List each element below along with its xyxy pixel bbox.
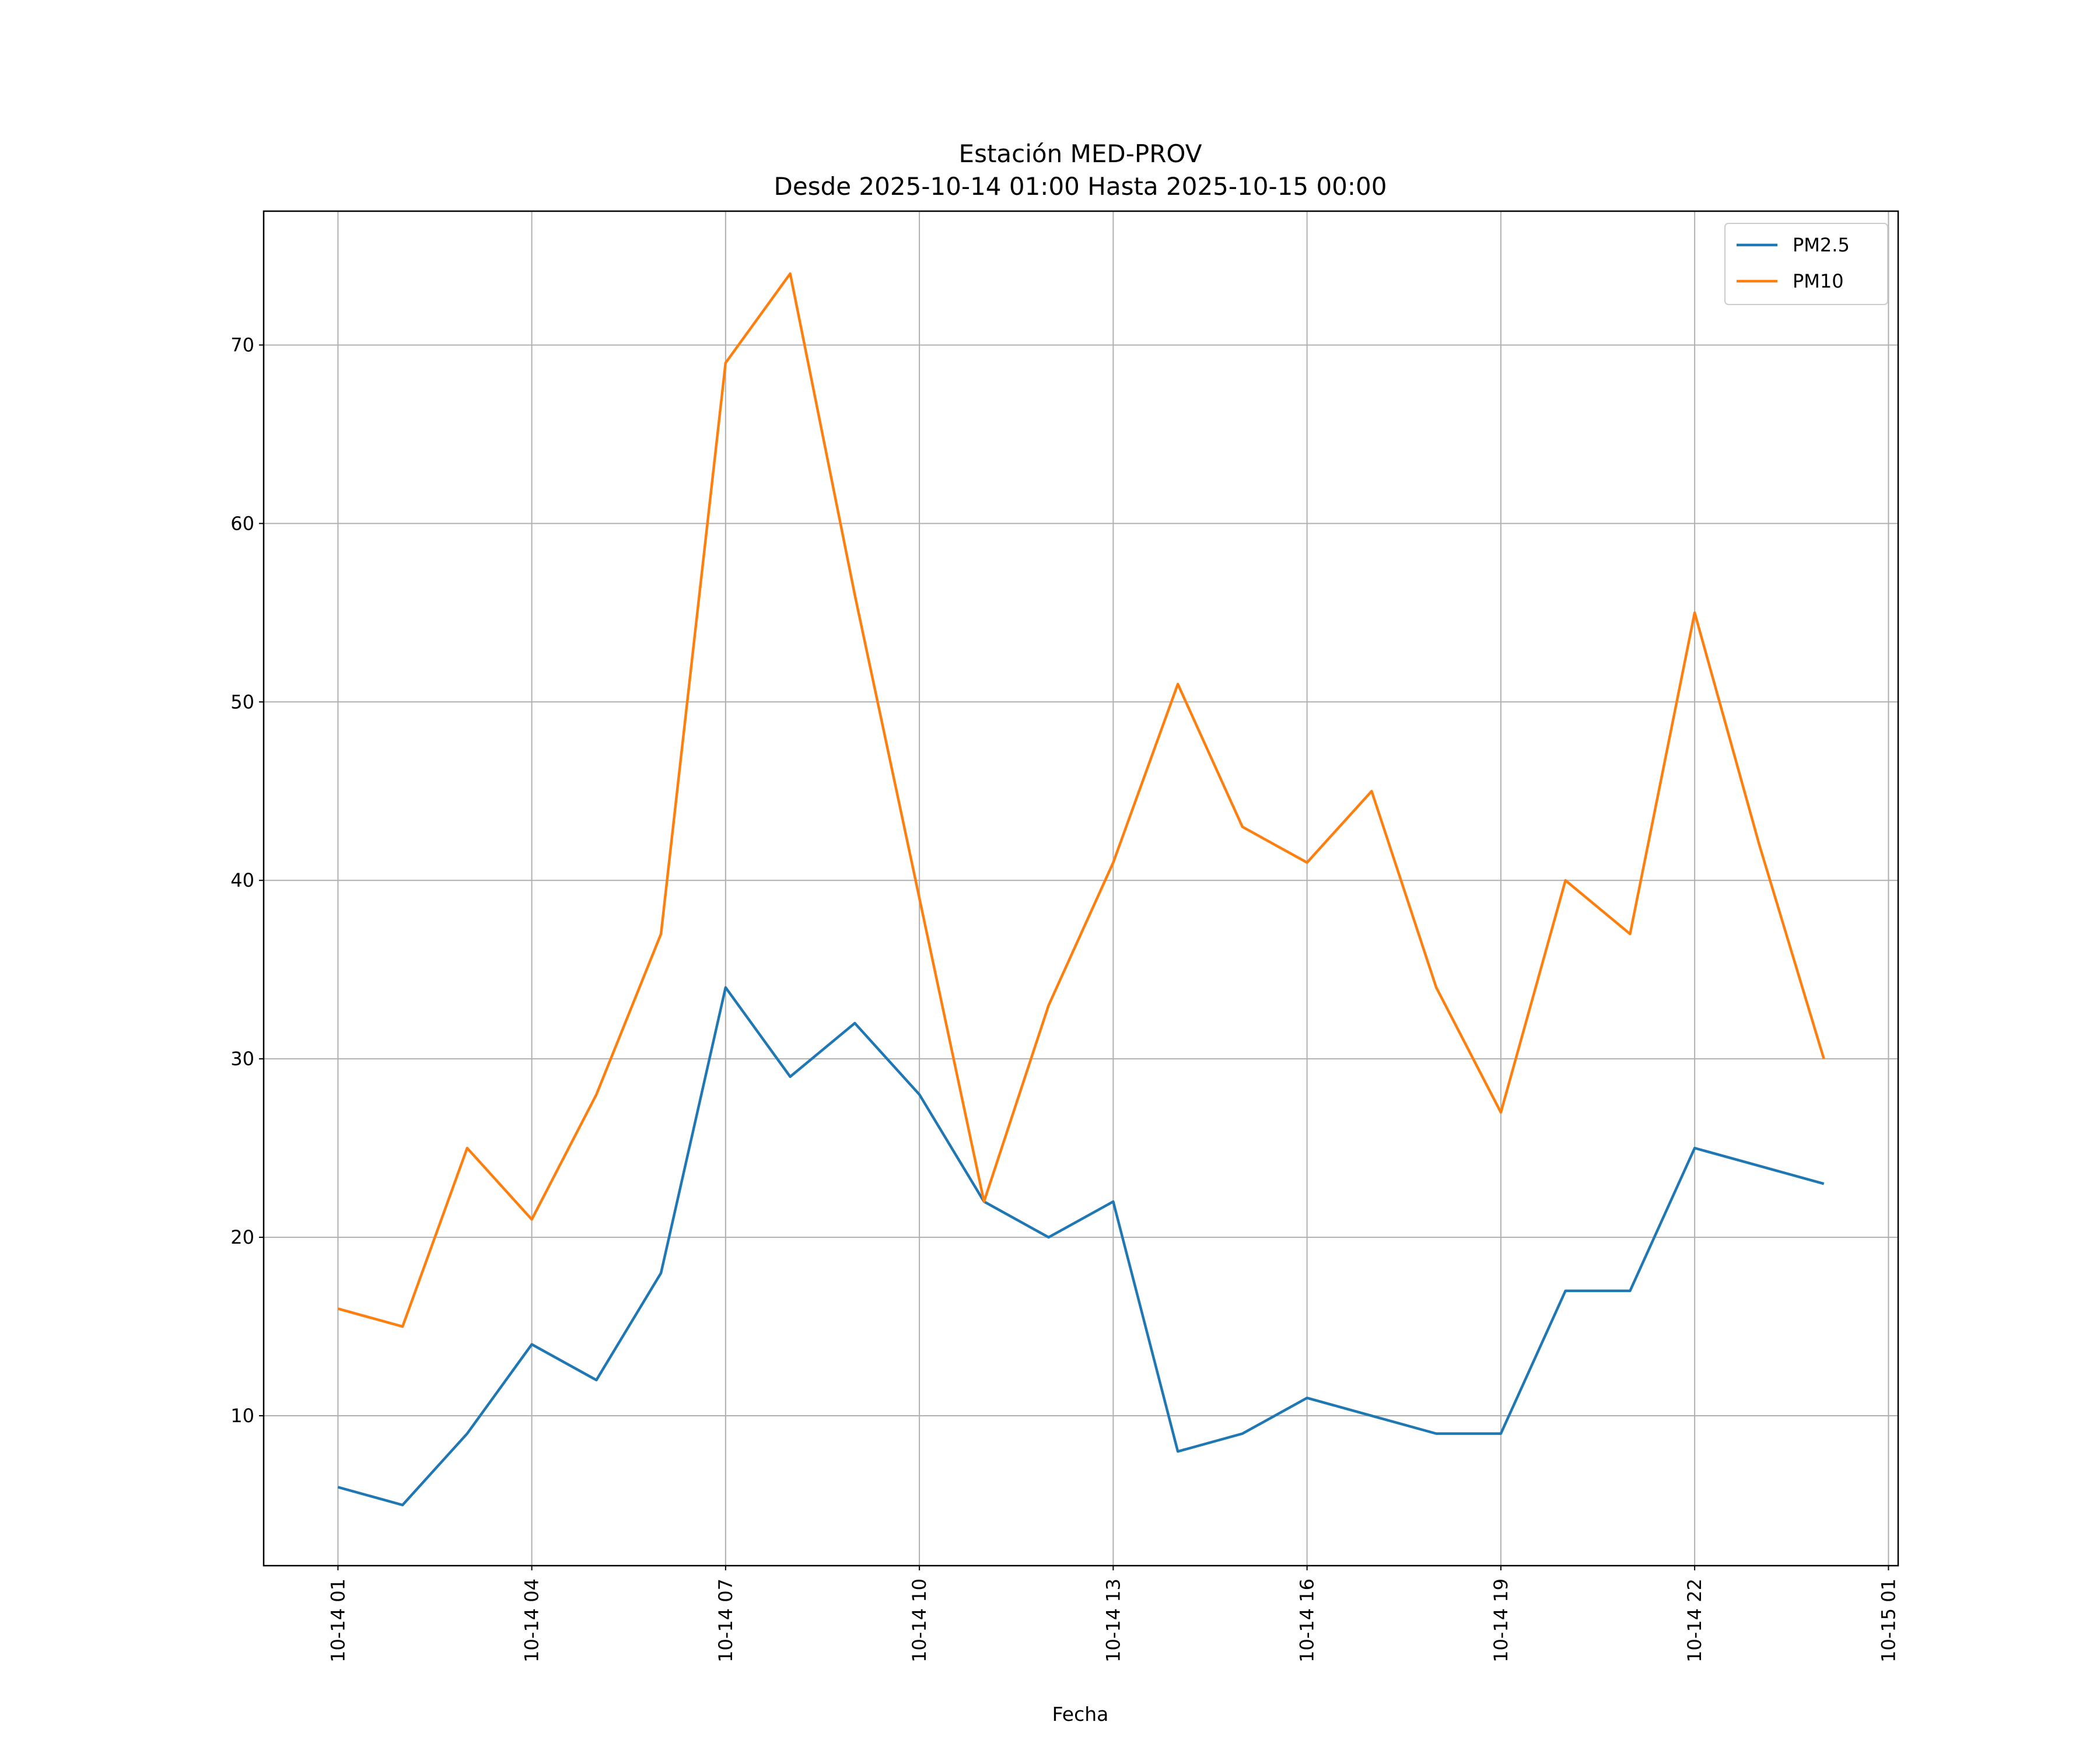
y-tick-label: 30	[230, 1048, 254, 1070]
y-tick-label: 10	[230, 1405, 254, 1427]
x-tick-label: 10-14 07	[715, 1578, 737, 1662]
y-tick-label: 60	[230, 512, 254, 534]
y-tick-label: 40	[230, 869, 254, 891]
x-tick-label: 10-14 13	[1102, 1578, 1124, 1662]
y-tick-label: 50	[230, 691, 254, 713]
x-tick-label: 10-14 22	[1684, 1578, 1706, 1662]
y-tick-label: 70	[230, 334, 254, 356]
series-line-pm25	[337, 986, 1825, 1507]
x-tick-label: 10-14 10	[908, 1578, 930, 1662]
chart-subtitle: Desde 2025-10-14 01:00 Hasta 2025-10-15 …	[774, 172, 1387, 201]
axis-ticks: 10-14 01 10-14 04 10-14 07 10-14 10 10-14 13…	[230, 334, 1899, 1662]
legend: PM2.5 PM10	[1724, 223, 1888, 305]
x-tick-label: 10-14 16	[1296, 1578, 1318, 1662]
x-tick-label: 10-14 04	[521, 1578, 543, 1662]
y-tick-label: 20	[230, 1226, 254, 1248]
series-line-pm10	[337, 272, 1825, 1328]
plot-frame	[262, 210, 1899, 1567]
grid	[264, 211, 1898, 1566]
x-tick-label: 10-14 19	[1490, 1578, 1512, 1662]
x-tick-label: 10-14 01	[327, 1578, 349, 1662]
x-axis-label: Fecha	[1052, 1703, 1109, 1726]
legend-label: PM2.5	[1793, 234, 1850, 256]
chart-title: Estación MED-PROV	[959, 139, 1202, 168]
series-lines	[337, 272, 1825, 1507]
x-tick-label: 10-15 01	[1877, 1578, 1899, 1662]
legend-label: PM10	[1793, 270, 1844, 292]
